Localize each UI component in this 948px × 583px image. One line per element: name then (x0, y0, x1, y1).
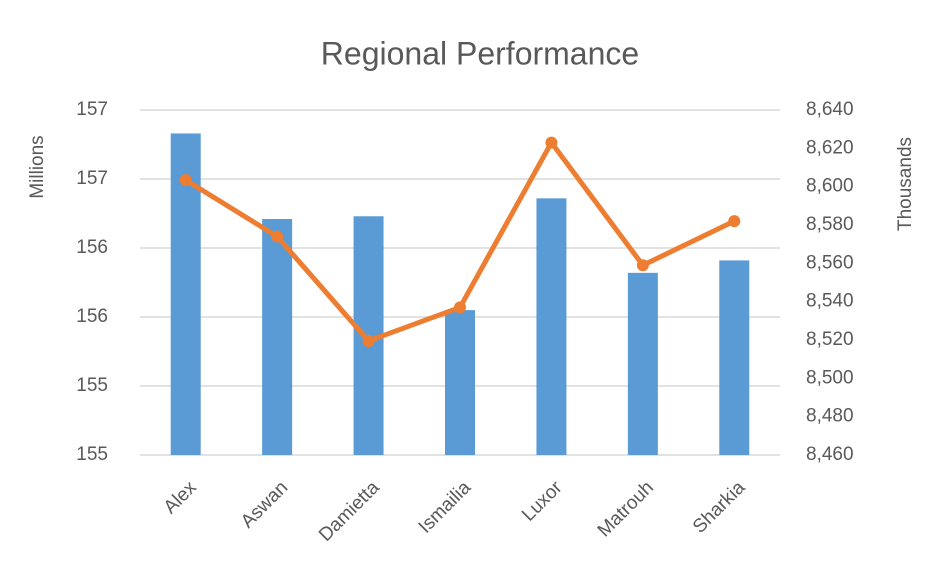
y2-tick-label: 8,640 (806, 99, 854, 120)
line-marker (454, 301, 466, 314)
line-marker (362, 334, 375, 347)
bar (627, 272, 658, 455)
y2-tick-label: 8,480 (806, 406, 854, 427)
y-tick-label: 155 (76, 444, 108, 465)
y2-axis-title: Thousands (895, 137, 916, 231)
y2-tick-label: 8,580 (806, 214, 854, 235)
bar (262, 219, 293, 455)
bar (445, 310, 475, 455)
y-tick-label: 157 (76, 168, 108, 189)
bar (719, 260, 750, 455)
y2-tick-label: 8,620 (806, 137, 854, 158)
y-tick-label: 156 (76, 237, 108, 258)
y-tick-label: 155 (76, 375, 108, 396)
line-marker (271, 230, 284, 243)
line-marker (545, 136, 558, 149)
bar (536, 198, 567, 455)
y2-tick-label: 8,600 (806, 176, 854, 197)
y2-tick-label: 8,540 (806, 291, 854, 312)
y-tick-label: 156 (76, 306, 108, 327)
y2-tick-label: 8,520 (806, 329, 854, 350)
y2-tick-label: 8,560 (806, 252, 854, 273)
y-axis-title: Millions (27, 135, 48, 198)
line-marker (636, 259, 649, 272)
line-marker (179, 173, 192, 186)
chart-title: Regional Performance (321, 35, 639, 71)
y-tick-label: 157 (76, 99, 108, 120)
y2-tick-label: 8,460 (806, 444, 854, 465)
y2-tick-label: 8,500 (806, 367, 854, 388)
line-marker (728, 215, 741, 228)
